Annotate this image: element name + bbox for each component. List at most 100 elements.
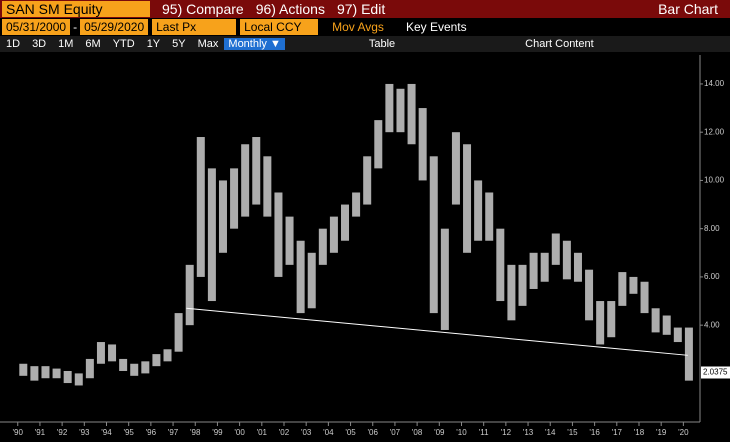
price-bar [585,269,594,321]
compare-button[interactable]: 95) Compare [162,1,244,17]
price-bar [230,168,239,229]
price-bar [30,366,39,381]
price-bar [185,264,194,326]
period-button[interactable]: YTD [112,38,135,50]
price-bar [174,313,183,352]
x-tick-label: '04 [323,428,334,437]
edit-button[interactable]: 97) Edit [336,1,386,17]
period-button[interactable]: 1Y [146,38,161,50]
price-bar [451,132,460,205]
x-tick-label: '13 [523,428,534,437]
y-tick-label: 10.00 [704,176,725,185]
price-bar [108,344,117,362]
x-tick-label: '16 [589,428,600,437]
price-bar [540,252,549,282]
x-tick-label: '01 [257,428,268,437]
x-tick-label: '09 [434,428,445,437]
y-tick-label: 12.00 [704,127,725,136]
start-date[interactable]: 05/31/2000 [2,19,71,35]
period-button[interactable]: Max [197,38,219,50]
price-bar [329,216,338,253]
x-tick-label: '03 [301,428,312,437]
price-bar [496,228,505,302]
period-button[interactable]: 1M [58,38,74,50]
y-tick-label: 6.00 [704,272,720,281]
x-tick-label: '10 [456,428,467,437]
price-bar [63,370,72,384]
price-bar [196,137,205,277]
currency-select[interactable]: Local CCY [240,19,319,35]
price-bar [651,308,660,333]
price-bar [41,366,50,379]
price-bar [596,301,605,345]
price-bar [640,281,649,314]
price-bar [562,240,571,280]
chart-content-button[interactable]: Chart Content [525,38,594,50]
x-tick-label: '18 [634,428,645,437]
period-button[interactable]: 1D [6,38,21,50]
x-tick-label: '14 [545,428,556,437]
price-bar [241,144,250,217]
price-bar [607,301,616,338]
price-bar [141,361,150,374]
price-bar [374,120,383,169]
x-tick-label: '98 [190,428,201,437]
x-tick-label: '17 [612,428,623,437]
price-bar [296,240,305,314]
x-tick-label: '12 [501,428,512,437]
mov-avgs[interactable]: Mov Avgs [332,20,384,34]
title-bar: SAN SM Equity 95) Compare 96) Actions 97… [0,0,730,18]
x-tick-label: '00 [234,428,245,437]
period-button[interactable]: 5Y [172,38,186,50]
x-tick-label: '06 [368,428,379,437]
x-tick-label: '07 [390,428,401,437]
field-select[interactable]: Last Px [152,19,237,35]
price-bar [252,137,261,205]
price-bar [52,368,61,379]
price-bar [485,192,494,241]
price-bar [662,315,671,335]
price-bar [307,252,316,309]
x-tick-label: '99 [212,428,223,437]
x-tick-label: '90 [13,428,24,437]
table-button[interactable]: Table [368,38,396,50]
price-bar [518,264,527,306]
x-tick-label: '93 [79,428,90,437]
actions-button[interactable]: 96) Actions [255,1,325,17]
x-tick-label: '97 [168,428,179,437]
key-events[interactable]: Key Events [405,20,467,34]
price-bar [85,358,94,379]
price-bar [440,228,449,330]
x-tick-label: '94 [101,428,112,437]
period-button[interactable]: 6M [85,38,101,50]
price-bar [363,156,372,205]
x-tick-label: '19 [656,428,667,437]
price-bar [396,88,405,133]
price-bar [529,252,538,289]
price-bar [673,327,682,343]
price-bar [163,349,172,362]
last-price-label: 2.0375 [703,368,728,377]
ticker-input[interactable]: SAN SM Equity [2,1,150,17]
price-bar [152,354,161,367]
x-tick-label: '08 [412,428,423,437]
price-bar [341,204,350,241]
y-tick-label: 4.00 [704,320,720,329]
price-bar [207,168,216,302]
end-date[interactable]: 05/29/2020 [80,19,149,35]
period-button[interactable]: 3D [32,38,47,50]
x-tick-label: '91 [35,428,46,437]
y-tick-label: 8.00 [704,224,720,233]
x-tick-label: '20 [678,428,689,437]
price-bar [507,264,516,321]
period-bar: 1D 3D 1M 6M YTD 1Y 5Y Max Monthly ▼ Table Chart… [0,36,730,52]
x-tick-label: '96 [146,428,157,437]
price-bar [130,363,139,376]
period-buttons: 1D 3D 1M 6M YTD 1Y 5Y Max [0,38,224,50]
x-tick-label: '11 [479,428,489,437]
price-bar [407,83,416,145]
price-bar [96,342,105,364]
y-tick-label: 14.00 [704,79,725,88]
frequency-select[interactable]: Monthly ▼ [224,38,285,50]
price-bar [352,192,361,217]
